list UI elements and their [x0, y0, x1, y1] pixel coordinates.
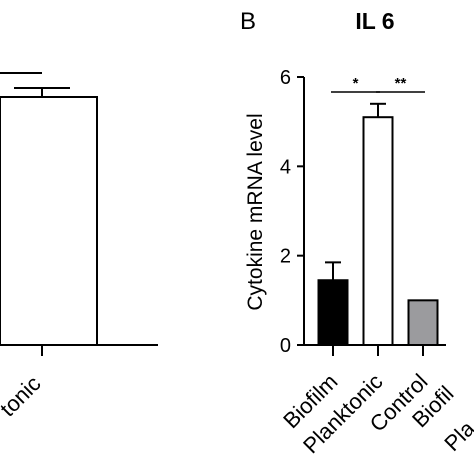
significance-label: ** — [395, 75, 407, 92]
panel-b-title: IL 6 — [355, 8, 394, 34]
panel-a-bar-planktonic — [0, 96, 98, 346]
significance-label: * — [353, 75, 359, 92]
panel-b-y-ticks: 0 2 4 6 — [280, 67, 304, 357]
panel-c-cut-label-planktonic: Pla — [439, 415, 474, 456]
panel-b-y-axis-label: Cytokine mRNA level — [244, 113, 267, 310]
y-tick-label: 0 — [280, 335, 291, 357]
panel-a-tick-label-planktonic: tonic — [0, 371, 46, 422]
panel-a: tonic — [0, 72, 158, 422]
bar-planktonic — [362, 116, 394, 346]
y-tick-label: 2 — [280, 246, 291, 268]
bar-biofilm — [317, 279, 349, 347]
bar-control — [407, 299, 439, 347]
panel-b-letter: B — [240, 8, 256, 35]
y-tick-label: 6 — [280, 67, 291, 89]
y-tick-label: 4 — [280, 156, 291, 178]
panel-b-bars — [317, 102, 439, 356]
panel-b-significance: * ** — [331, 75, 425, 93]
